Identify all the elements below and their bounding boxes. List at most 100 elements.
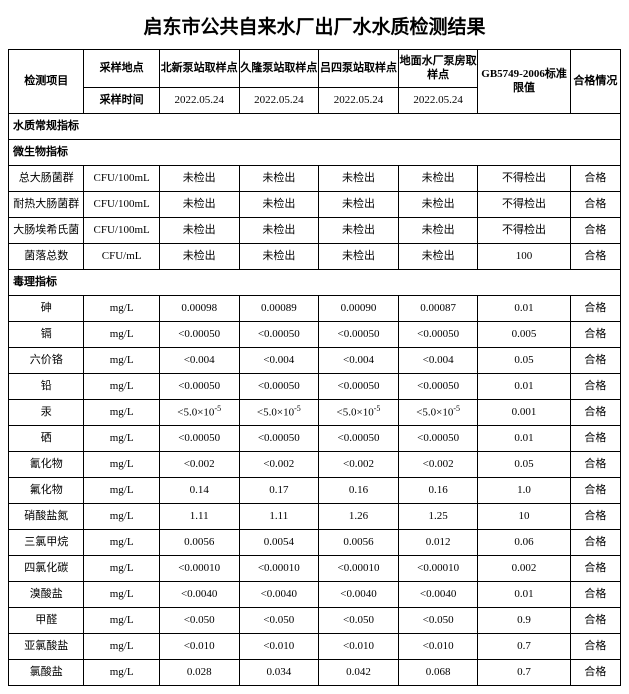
value-cell: 未检出 — [319, 217, 399, 243]
value-cell: <0.002 — [319, 451, 399, 477]
value-cell: 未检出 — [159, 217, 239, 243]
standard-cell: 100 — [478, 243, 570, 269]
section-header: 微生物指标 — [9, 139, 621, 165]
param-unit: mg/L — [84, 659, 159, 685]
param-name: 硝酸盐氮 — [9, 503, 84, 529]
value-cell: <0.004 — [319, 347, 399, 373]
value-cell: <0.00050 — [239, 321, 319, 347]
value-cell: <0.00010 — [159, 555, 239, 581]
value-cell: <0.00050 — [239, 373, 319, 399]
value-cell: <0.00050 — [398, 321, 478, 347]
param-unit: CFU/100mL — [84, 191, 159, 217]
value-cell: 0.0056 — [159, 529, 239, 555]
table-row: 氯酸盐mg/L0.0280.0340.0420.0680.7合格 — [9, 659, 621, 685]
value-cell: 未检出 — [319, 243, 399, 269]
hdr-station-0: 北新泵站取样点 — [159, 50, 239, 88]
table-row: 菌落总数CFU/mL未检出未检出未检出未检出100合格 — [9, 243, 621, 269]
result-cell: 合格 — [570, 425, 620, 451]
value-cell: <5.0×10-5 — [239, 399, 319, 425]
hdr-loc: 采样地点 — [84, 50, 159, 88]
value-cell: 1.26 — [319, 503, 399, 529]
value-cell: <0.004 — [398, 347, 478, 373]
value-cell: 0.00098 — [159, 295, 239, 321]
value-cell: 0.0056 — [319, 529, 399, 555]
hdr-station-1: 久隆泵站取样点 — [239, 50, 319, 88]
value-cell: <0.00050 — [398, 425, 478, 451]
value-cell: 未检出 — [239, 165, 319, 191]
param-unit: mg/L — [84, 529, 159, 555]
value-cell: 0.0054 — [239, 529, 319, 555]
standard-cell: 10 — [478, 503, 570, 529]
value-cell: <0.0040 — [319, 581, 399, 607]
param-name: 甲醛 — [9, 607, 84, 633]
value-cell: 未检出 — [398, 165, 478, 191]
result-cell: 合格 — [570, 295, 620, 321]
result-cell: 合格 — [570, 217, 620, 243]
table-row: 大肠埃希氏菌CFU/100mL未检出未检出未检出未检出不得检出合格 — [9, 217, 621, 243]
value-cell: 未检出 — [319, 165, 399, 191]
value-cell: <0.00050 — [319, 425, 399, 451]
param-name: 硒 — [9, 425, 84, 451]
standard-cell: 0.01 — [478, 373, 570, 399]
table-row: 六价铬mg/L<0.004<0.004<0.004<0.0040.05合格 — [9, 347, 621, 373]
table-row: 铅mg/L<0.00050<0.00050<0.00050<0.000500.0… — [9, 373, 621, 399]
value-cell: <0.002 — [239, 451, 319, 477]
value-cell: <0.010 — [398, 633, 478, 659]
standard-cell: 不得检出 — [478, 165, 570, 191]
value-cell: <0.050 — [319, 607, 399, 633]
value-cell: 未检出 — [398, 191, 478, 217]
standard-cell: 0.001 — [478, 399, 570, 425]
table-row: 三氯甲烷mg/L0.00560.00540.00560.0120.06合格 — [9, 529, 621, 555]
table-row: 氟化物mg/L0.140.170.160.161.0合格 — [9, 477, 621, 503]
table-row: 溴酸盐mg/L<0.0040<0.0040<0.0040<0.00400.01合… — [9, 581, 621, 607]
param-name: 菌落总数 — [9, 243, 84, 269]
param-unit: mg/L — [84, 451, 159, 477]
hdr-date-2: 2022.05.24 — [319, 87, 399, 113]
value-cell: <0.0040 — [159, 581, 239, 607]
value-cell: <0.010 — [159, 633, 239, 659]
param-unit: mg/L — [84, 581, 159, 607]
standard-cell: 不得检出 — [478, 191, 570, 217]
hdr-station-2: 吕四泵站取样点 — [319, 50, 399, 88]
result-cell: 合格 — [570, 451, 620, 477]
param-name: 氯酸盐 — [9, 659, 84, 685]
standard-cell: 不得检出 — [478, 217, 570, 243]
param-unit: mg/L — [84, 347, 159, 373]
value-cell: <0.00010 — [398, 555, 478, 581]
table-row: 亚氯酸盐mg/L<0.010<0.010<0.010<0.0100.7合格 — [9, 633, 621, 659]
result-cell: 合格 — [570, 555, 620, 581]
table-row: 砷mg/L0.000980.000890.000900.000870.01合格 — [9, 295, 621, 321]
param-unit: mg/L — [84, 373, 159, 399]
value-cell: <5.0×10-5 — [159, 399, 239, 425]
param-name: 六价铬 — [9, 347, 84, 373]
value-cell: 0.16 — [398, 477, 478, 503]
standard-cell: 0.01 — [478, 425, 570, 451]
param-unit: mg/L — [84, 399, 159, 425]
section-header: 水质常规指标 — [9, 113, 621, 139]
value-cell: <0.00050 — [398, 373, 478, 399]
result-cell: 合格 — [570, 347, 620, 373]
standard-cell: 0.06 — [478, 529, 570, 555]
value-cell: 1.11 — [239, 503, 319, 529]
value-cell: 1.25 — [398, 503, 478, 529]
param-name: 总大肠菌群 — [9, 165, 84, 191]
result-cell: 合格 — [570, 165, 620, 191]
value-cell: 0.068 — [398, 659, 478, 685]
value-cell: 0.028 — [159, 659, 239, 685]
hdr-date-3: 2022.05.24 — [398, 87, 478, 113]
param-unit: mg/L — [84, 295, 159, 321]
table-row: 四氯化碳mg/L<0.00010<0.00010<0.00010<0.00010… — [9, 555, 621, 581]
page-title: 启东市公共自来水厂出厂水水质检测结果 — [8, 12, 621, 39]
table-row: 氰化物mg/L<0.002<0.002<0.002<0.0020.05合格 — [9, 451, 621, 477]
value-cell: <5.0×10-5 — [319, 399, 399, 425]
param-name: 三氯甲烷 — [9, 529, 84, 555]
value-cell: 未检出 — [159, 191, 239, 217]
result-cell: 合格 — [570, 243, 620, 269]
standard-cell: 0.005 — [478, 321, 570, 347]
result-cell: 合格 — [570, 373, 620, 399]
value-cell: 未检出 — [398, 217, 478, 243]
value-cell: 未检出 — [398, 243, 478, 269]
param-name: 镉 — [9, 321, 84, 347]
hdr-time: 采样时间 — [84, 87, 159, 113]
value-cell: <0.00050 — [239, 425, 319, 451]
